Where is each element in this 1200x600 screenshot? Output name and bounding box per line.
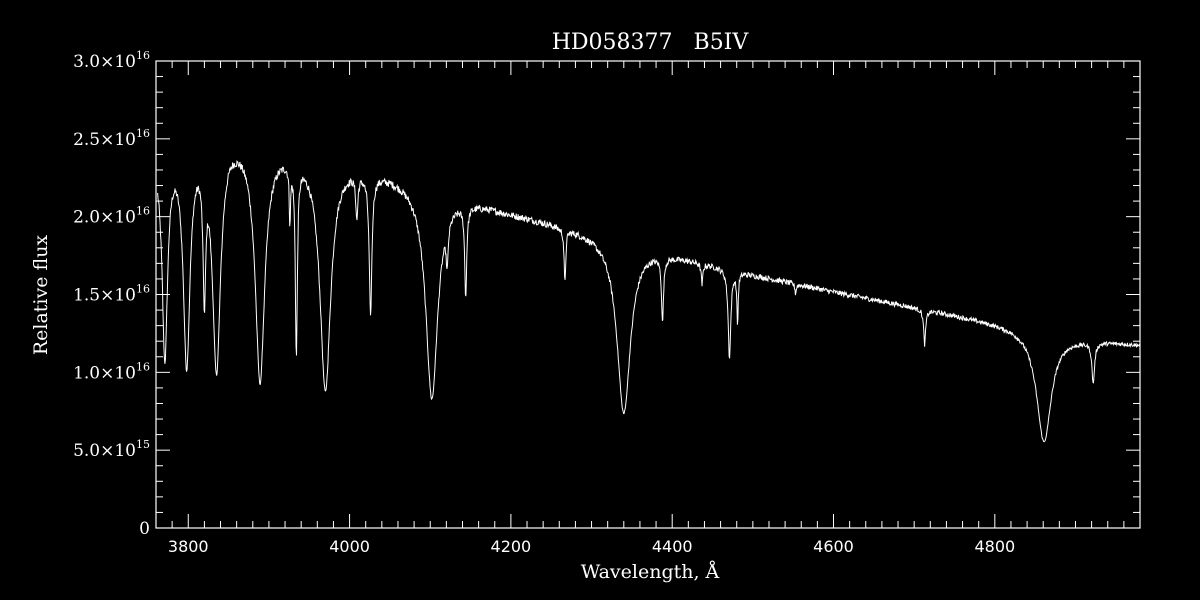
- x-tick-label: 4800: [974, 537, 1015, 556]
- tick-labels: 3800 4000 4200 4400 4600 4800 3.0×1016 2.5×1016…: [73, 49, 1015, 556]
- x-tick-label: 3800: [168, 537, 209, 556]
- y-tick-label: 2.0×1016: [73, 205, 150, 228]
- plot-frame: [155, 60, 1141, 529]
- y-tick-label: 2.5×1016: [73, 127, 150, 150]
- y-axis-label: Relative flux: [30, 235, 52, 356]
- x-tick-label: 4400: [652, 537, 693, 556]
- chart-title: HD058377 B5IV: [552, 30, 750, 55]
- x-tick-label: 4000: [329, 537, 370, 556]
- y-tick-label: 3.0×1016: [73, 49, 150, 72]
- y-tick-label: 5.0×1015: [73, 438, 150, 461]
- y-tick-label: 0: [139, 519, 150, 539]
- y-tick-label: 1.0×1016: [73, 360, 150, 383]
- spectrum-series-line: [157, 160, 1140, 443]
- x-tick-label: 4200: [491, 537, 532, 556]
- x-tick-label: 4600: [813, 537, 854, 556]
- y-tick-label: 1.5×1016: [73, 283, 150, 306]
- x-axis-label: Wavelength, Å: [581, 561, 720, 583]
